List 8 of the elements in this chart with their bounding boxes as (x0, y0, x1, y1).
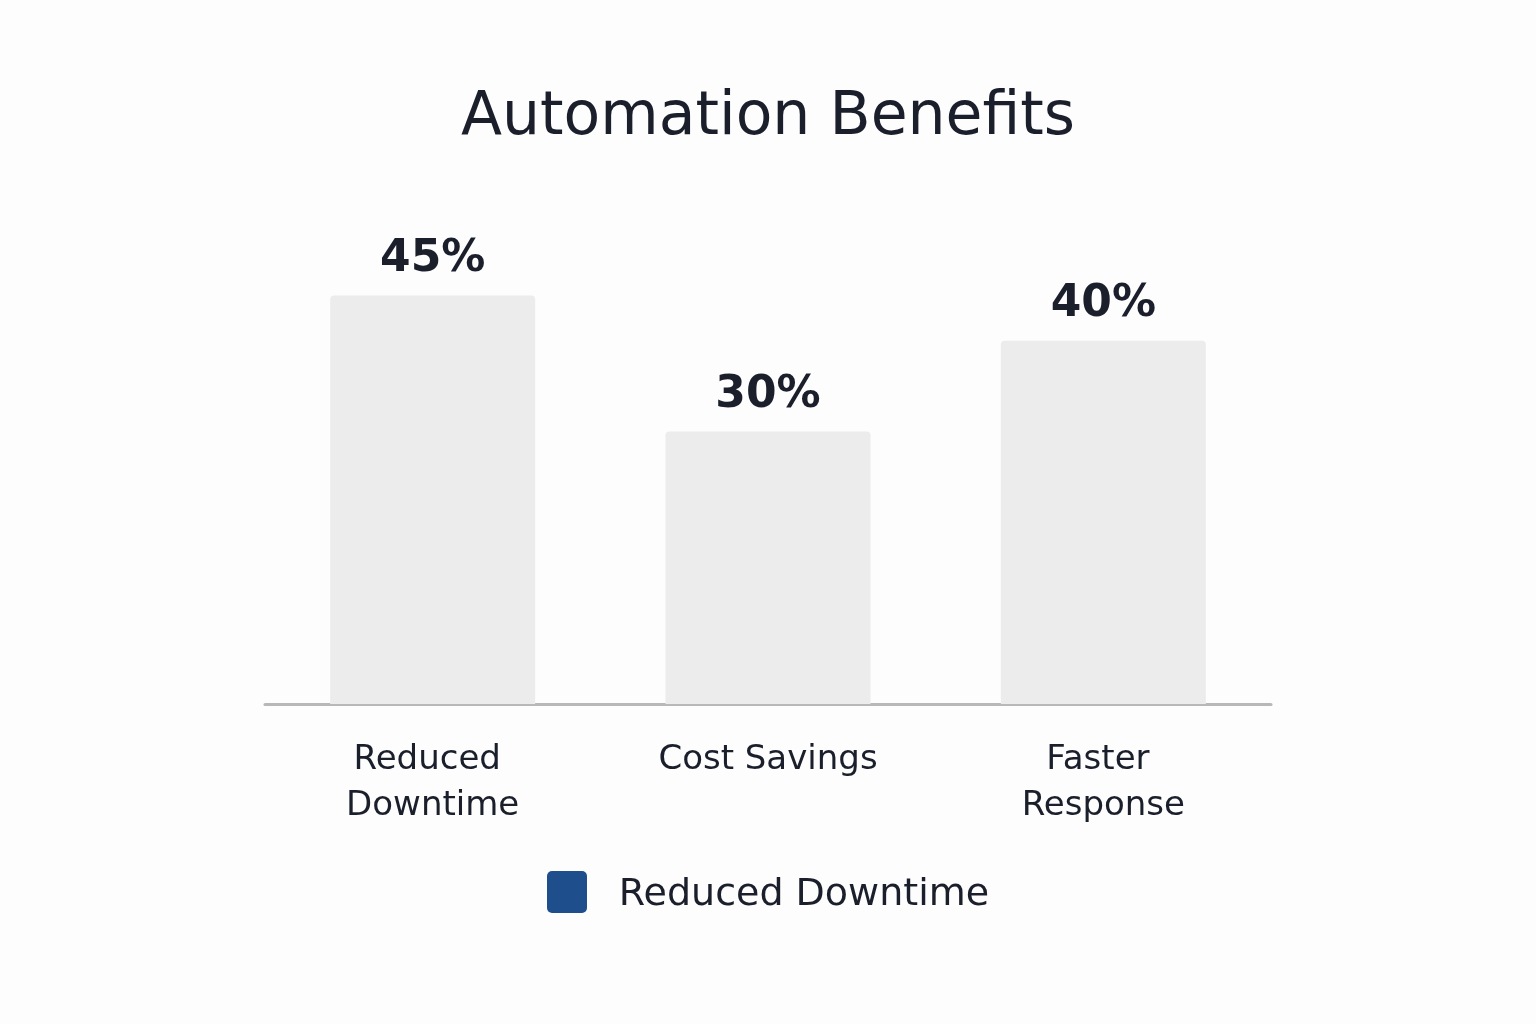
data-label: 45% (380, 229, 486, 281)
data-label: 30% (715, 366, 821, 418)
x-tick-label: Faster Response (1021, 737, 1185, 823)
x-tick-label: Reduced Downtime (346, 737, 520, 823)
chart-title: Automation Benefits (460, 78, 1076, 148)
data-label: 40% (1050, 275, 1156, 327)
x-tick-label: Cost Savings (658, 737, 878, 777)
text: Reduced Downtime (618, 870, 990, 914)
